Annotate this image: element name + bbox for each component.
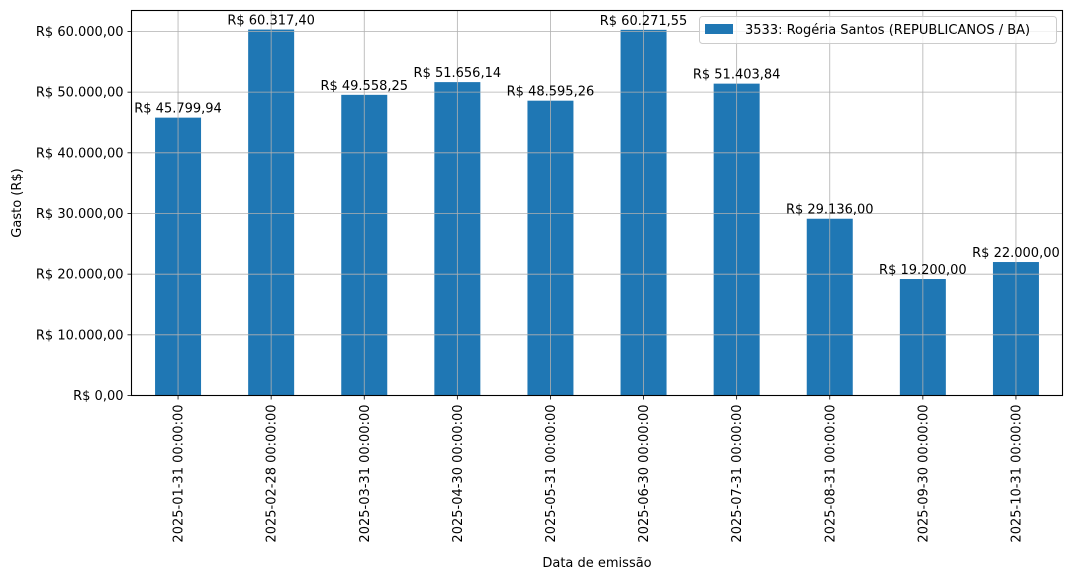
bar-value-label: R$ 51.656,14 bbox=[414, 66, 502, 81]
legend: 3533: Rogéria Santos (REPUBLICANOS / BA) bbox=[699, 16, 1057, 44]
x-axis-label: Data de emissão bbox=[542, 556, 651, 571]
x-tick-label: 2025-02-28 00:00:00 bbox=[265, 405, 280, 543]
gridlines bbox=[131, 10, 1063, 396]
bar-value-label: R$ 22.000,00 bbox=[972, 246, 1060, 261]
y-axis-label: Gasto (R$) bbox=[10, 168, 25, 237]
x-tick-label: 2025-04-30 00:00:00 bbox=[451, 405, 466, 543]
y-tick-label: R$ 0,00 bbox=[73, 389, 123, 404]
data-labels: R$ 45.799,94 R$ 60.317,40 R$ 49.558,25 R$ 5… bbox=[134, 14, 1060, 278]
legend-box bbox=[699, 16, 1057, 44]
x-tick-label: 2025-05-31 00:00:00 bbox=[544, 405, 559, 543]
x-tick-label: 2025-01-31 00:00:00 bbox=[172, 405, 187, 543]
x-tick-label: 2025-10-31 00:00:00 bbox=[1009, 405, 1024, 543]
legend-swatch bbox=[705, 24, 733, 34]
x-axis: 2025-01-31 00:00:00 2025-02-28 00:00:00 20… bbox=[172, 395, 1024, 543]
bar-value-label: R$ 60.317,40 bbox=[227, 14, 315, 29]
y-tick-label: R$ 40.000,00 bbox=[36, 146, 124, 161]
x-tick-label: 2025-03-31 00:00:00 bbox=[358, 405, 373, 543]
bar-value-label: R$ 19.200,00 bbox=[879, 263, 967, 278]
bar-value-label: R$ 51.403,84 bbox=[693, 68, 781, 83]
bar-value-label: R$ 48.595,26 bbox=[507, 85, 595, 100]
x-tick-label: 2025-06-30 00:00:00 bbox=[637, 405, 652, 543]
bar-value-label: R$ 45.799,94 bbox=[134, 102, 222, 117]
x-tick-label: 2025-08-31 00:00:00 bbox=[823, 405, 838, 543]
legend-label: 3533: Rogéria Santos (REPUBLICANOS / BA) bbox=[745, 23, 1030, 38]
bar-value-label: R$ 49.558,25 bbox=[320, 79, 408, 94]
y-tick-label: R$ 60.000,00 bbox=[36, 25, 124, 40]
plot-area-frame bbox=[130, 9, 1064, 397]
bar-value-label: R$ 60.271,55 bbox=[600, 14, 688, 29]
bars bbox=[155, 29, 1039, 396]
x-tick-label: 2025-09-30 00:00:00 bbox=[916, 405, 931, 543]
y-tick-label: R$ 50.000,00 bbox=[36, 86, 124, 101]
x-tick-label: 2025-07-31 00:00:00 bbox=[730, 405, 745, 543]
y-tick-label: R$ 20.000,00 bbox=[36, 268, 124, 283]
y-tick-label: R$ 30.000,00 bbox=[36, 207, 124, 222]
y-tick-label: R$ 10.000,00 bbox=[36, 328, 124, 343]
bar-value-label: R$ 29.136,00 bbox=[786, 203, 874, 218]
y-axis: R$ 0,00 R$ 10.000,00 R$ 20.000,00 R$ 30.000… bbox=[36, 25, 132, 404]
